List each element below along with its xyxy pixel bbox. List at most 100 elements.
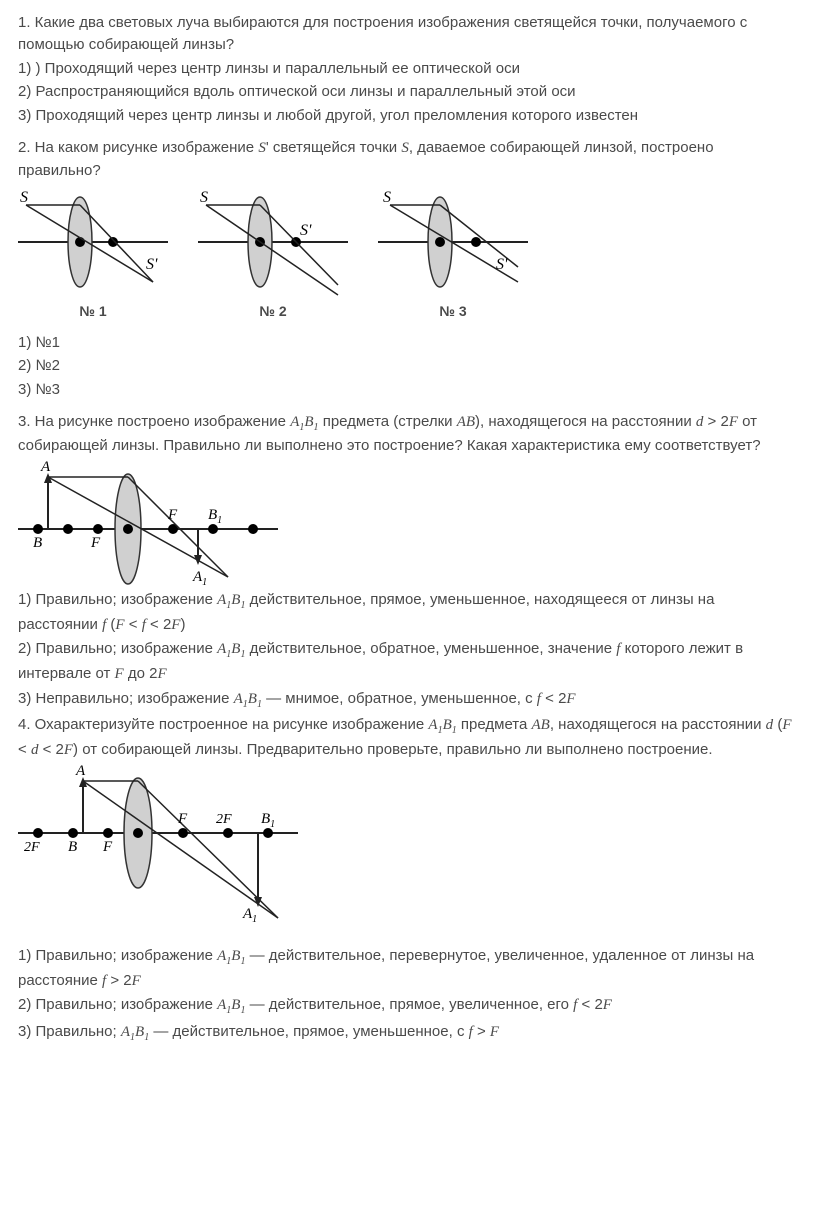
q2-label-3: № 3 (378, 301, 528, 321)
t: 4. Охарактеризуйте построенное на рисунк… (18, 716, 428, 733)
t: ( (773, 716, 782, 733)
lA1s: 1 (202, 577, 207, 588)
q2-opt3: 3) №3 (18, 379, 798, 401)
label-Sp: S' (300, 222, 312, 239)
v: F (64, 742, 73, 758)
lB1s: 1 (217, 515, 222, 526)
lens-diagram-icon: S S' (198, 187, 348, 297)
q4-diagram-icon: A 2F B F F 2F B1 A1 (18, 763, 298, 923)
t: > 2 (703, 413, 728, 430)
q3-prompt: 3. На рисунке построено изображение A1B1… (18, 411, 798, 457)
v: F (490, 1024, 499, 1040)
q3-opt2: 2) Правильно; изображение A1B1 действите… (18, 638, 798, 685)
t: — действительное, прямое, уменьшенное, с (149, 1023, 468, 1040)
lF2: F (177, 811, 188, 827)
t: 3) Неправильно; изображение (18, 690, 234, 707)
t: , находящегося на расстоянии (550, 716, 766, 733)
label-S: S (200, 189, 208, 206)
l2F: 2F (24, 840, 40, 855)
lB1: B (208, 507, 217, 523)
v: F (566, 691, 575, 707)
v: A (121, 1024, 130, 1040)
t: < 2 (577, 996, 602, 1013)
lA1s: 1 (252, 914, 257, 923)
v: A (290, 414, 299, 430)
lB: B (33, 535, 42, 551)
label-Sp: S' (146, 256, 158, 273)
v: F (782, 717, 791, 733)
t: предмета (457, 716, 532, 733)
v: F (157, 666, 166, 682)
q3-opt3: 3) Неправильно; изображение A1B1 — мнимо… (18, 688, 798, 713)
t: 3) Правильно; (18, 1023, 121, 1040)
q2-text2: ' светящейся точки (266, 139, 402, 156)
q2-label-1: № 1 (18, 301, 168, 321)
t: ), находящегося на расстоянии (475, 413, 696, 430)
t: 2) Правильно; изображение (18, 996, 217, 1013)
v: B (248, 691, 257, 707)
t: — мнимое, обратное, уменьшенное, с (262, 690, 537, 707)
lens-diagram-icon: S S' (378, 187, 528, 297)
v: AB (532, 717, 550, 733)
q3-opt1: 1) Правильно; изображение A1B1 действите… (18, 589, 798, 636)
v: A (217, 997, 226, 1013)
q2-var-S2: S (401, 140, 409, 156)
t: 3. На рисунке построено изображение (18, 413, 290, 430)
v: A (217, 641, 226, 657)
question-2: 2. На каком рисунке изображение S' светя… (18, 137, 798, 401)
t: предмета (стрелки (319, 413, 457, 430)
v: A (217, 948, 226, 964)
label-S: S (20, 189, 28, 206)
q2-prompt: 2. На каком рисунке изображение S' светя… (18, 137, 798, 182)
lens-diagram-icon: S S' (18, 187, 168, 297)
t: < 2 (38, 741, 63, 758)
t: > (473, 1023, 490, 1040)
t: < (18, 741, 31, 758)
v: F (115, 666, 124, 682)
v: A (234, 691, 243, 707)
q4-opt3: 3) Правильно; A1B1 — действительное, пря… (18, 1021, 798, 1046)
svg-text:B1: B1 (261, 811, 275, 830)
q2-diagram-1: S S' № 1 (18, 187, 168, 321)
q2-opt1: 1) №1 (18, 332, 798, 354)
q1-prompt: 1. Какие два световых луча выбираются дл… (18, 12, 798, 56)
v: AB (457, 414, 475, 430)
v: B (304, 414, 313, 430)
q4-opt2: 2) Правильно; изображение A1B1 — действи… (18, 994, 798, 1019)
t: до 2 (124, 665, 158, 682)
t: < (125, 616, 142, 633)
svg-text:B1: B1 (208, 507, 222, 526)
lA: A (40, 459, 51, 475)
t: 1) Правильно; изображение (18, 947, 217, 964)
question-3: 3. На рисунке построено изображение A1B1… (18, 411, 798, 1046)
q2-diagram-2: S S' № 2 (198, 187, 348, 321)
t: < 2 (541, 690, 566, 707)
svg-text:A1: A1 (242, 906, 257, 923)
v: F (115, 617, 124, 633)
lB1s: 1 (270, 819, 275, 830)
t: 2) Правильно; изображение (18, 640, 217, 657)
t: > 2 (106, 972, 131, 989)
t: — действительное, прямое, увеличенное, е… (245, 996, 573, 1013)
v: B (443, 717, 452, 733)
q2-var-S: S (258, 140, 266, 156)
q1-opt3: 3) Проходящий через центр линзы и любой … (18, 105, 798, 127)
v: A (428, 717, 437, 733)
t: ) от собирающей линзы. Предварительно пр… (73, 741, 712, 758)
t: < 2 (146, 616, 171, 633)
lF: F (90, 535, 101, 551)
v: B (135, 1024, 144, 1040)
lF2: F (167, 507, 178, 523)
q2-diagram-3: S S' № 3 (378, 187, 528, 321)
q2-diagrams: S S' № 1 S S' № 2 (18, 187, 798, 321)
t: действительное, обратное, уменьшенное, з… (245, 640, 616, 657)
lF: F (102, 839, 113, 855)
q1-opt2: 2) Распространяющийся вдоль оптической о… (18, 81, 798, 103)
v: F (132, 973, 141, 989)
l2F2: 2F (216, 812, 232, 827)
label-Sp: S' (496, 256, 508, 273)
lB: B (68, 839, 77, 855)
q2-text: 2. На каком рисунке изображение (18, 139, 258, 156)
svg-text:A1: A1 (192, 569, 207, 588)
v: F (603, 997, 612, 1013)
